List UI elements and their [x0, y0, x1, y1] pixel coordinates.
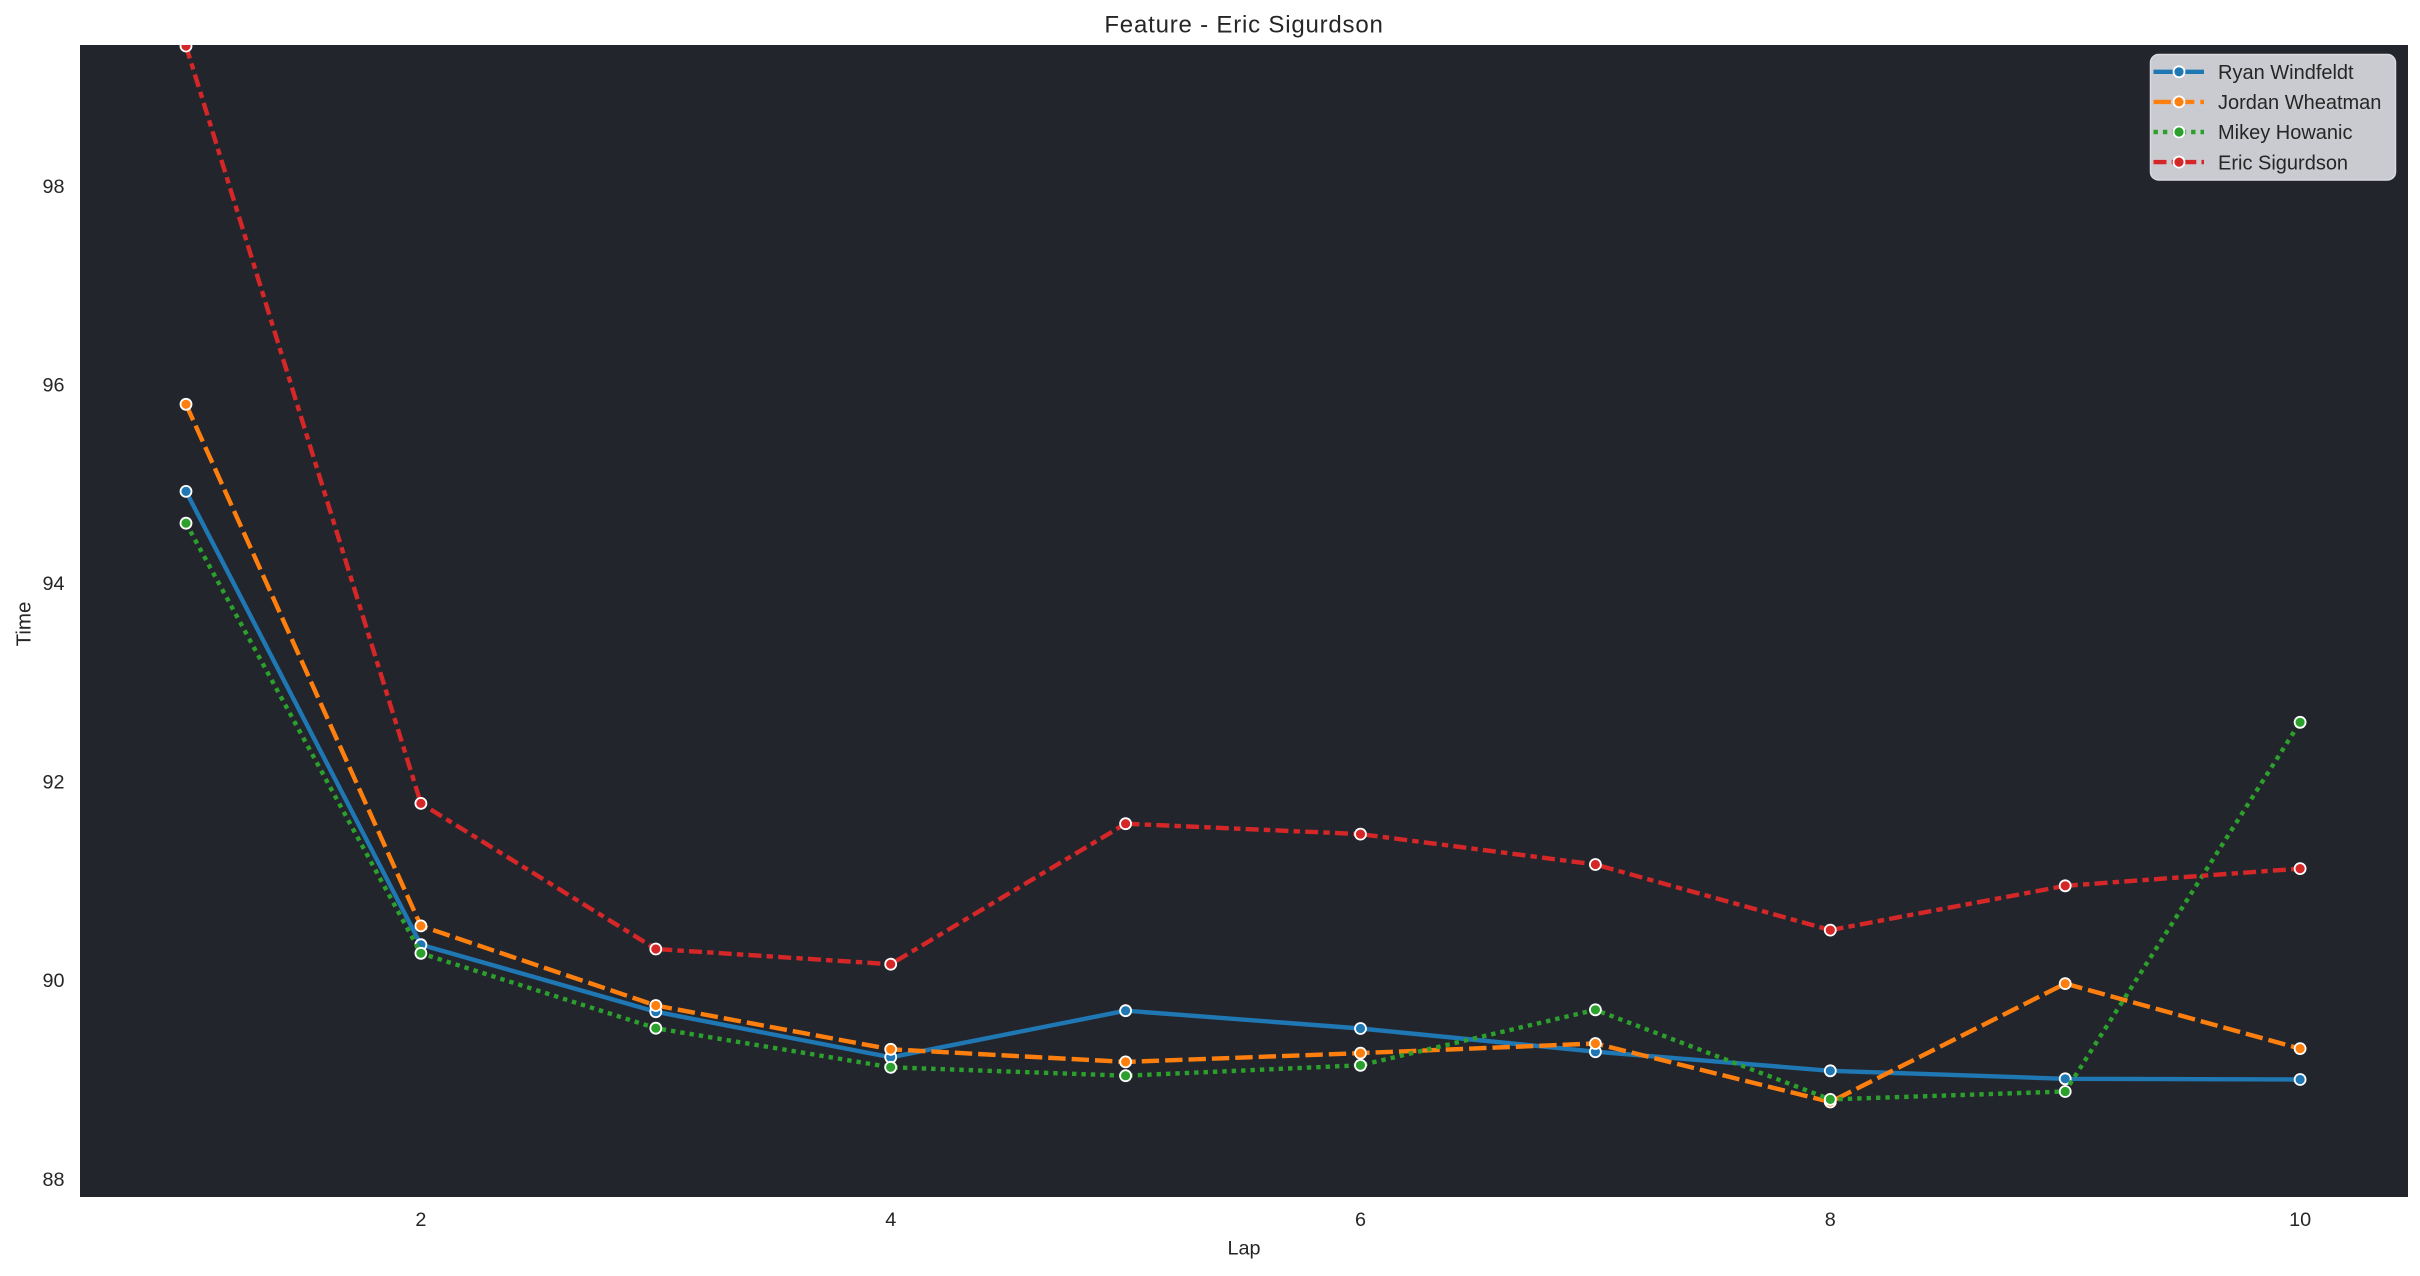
svg-text:92: 92 — [42, 772, 64, 794]
svg-text:98: 98 — [42, 176, 64, 198]
svg-text:4: 4 — [885, 1209, 896, 1231]
svg-text:6: 6 — [1355, 1209, 1366, 1231]
svg-text:Lap: Lap — [1227, 1237, 1260, 1259]
svg-text:94: 94 — [42, 573, 64, 595]
svg-text:Feature - Eric Sigurdson: Feature - Eric Sigurdson — [1104, 12, 1383, 39]
svg-text:8: 8 — [1825, 1209, 1836, 1231]
svg-text:Time: Time — [13, 602, 36, 647]
svg-text:Eric Sigurdson: Eric Sigurdson — [2218, 152, 2348, 174]
svg-text:88: 88 — [42, 1169, 64, 1191]
svg-text:Ryan Windfeldt: Ryan Windfeldt — [2218, 62, 2354, 84]
svg-text:2: 2 — [415, 1209, 426, 1231]
svg-text:10: 10 — [2289, 1209, 2311, 1231]
svg-text:Mikey Howanic: Mikey Howanic — [2218, 122, 2352, 144]
svg-text:90: 90 — [42, 970, 64, 992]
svg-text:96: 96 — [42, 374, 64, 396]
svg-text:Jordan Wheatman: Jordan Wheatman — [2218, 92, 2381, 114]
